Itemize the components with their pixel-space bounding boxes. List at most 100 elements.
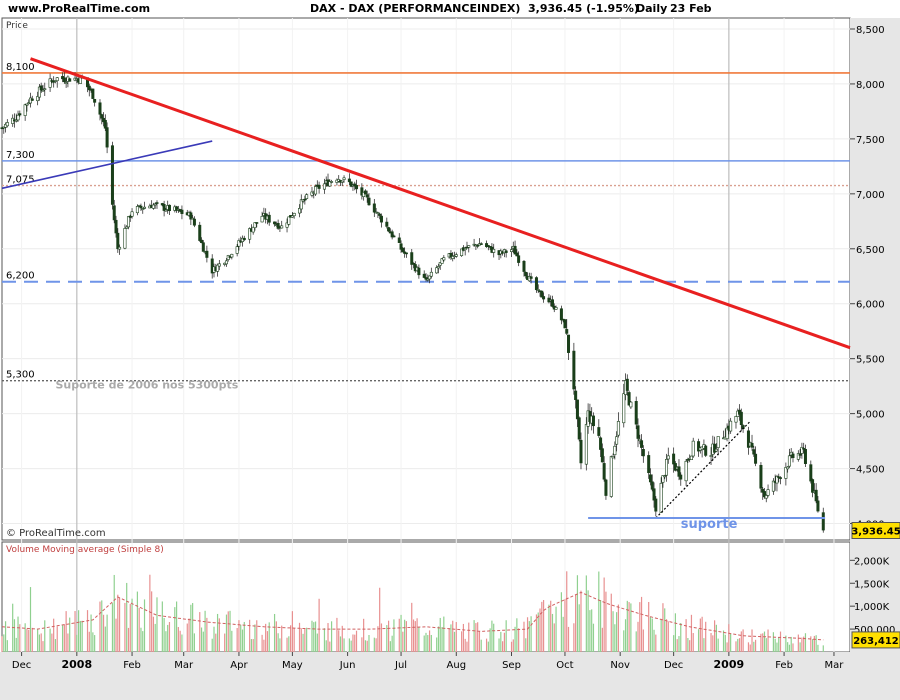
- candle-body: [689, 455, 693, 461]
- candle-body: [273, 221, 277, 225]
- candle-body: [64, 82, 68, 84]
- candle-body: [565, 329, 569, 334]
- candle-body: [762, 491, 766, 498]
- candle-body: [392, 235, 396, 238]
- candle-body: [276, 222, 280, 229]
- candle-body: [248, 228, 252, 240]
- x-tick-label: Jul: [394, 660, 407, 671]
- candle-body: [143, 206, 147, 209]
- candle-body: [175, 206, 179, 211]
- candle-body: [761, 488, 765, 493]
- level-label: 8,100: [6, 62, 35, 73]
- last-volume-badge: [851, 631, 900, 649]
- candle-body: [650, 481, 654, 490]
- candle-body: [217, 263, 221, 267]
- candle-body: [123, 228, 127, 249]
- candle-body: [55, 77, 59, 82]
- candle-body: [30, 98, 34, 101]
- price-tick-label: 4,500: [856, 465, 885, 476]
- candle-body: [349, 181, 353, 187]
- candle-body: [378, 213, 382, 216]
- candle-body: [347, 178, 351, 183]
- candle-body: [809, 464, 813, 482]
- candle-body: [672, 453, 676, 465]
- candle-body: [449, 252, 453, 258]
- candle-body: [729, 420, 733, 432]
- candle-body: [697, 441, 701, 452]
- x-tick-label: Sep: [502, 660, 521, 671]
- x-tick-label: Mar: [174, 660, 194, 671]
- period-label: Daily: [636, 2, 668, 15]
- candle-body: [641, 449, 645, 457]
- candle-body: [100, 114, 104, 119]
- candle-body: [287, 216, 291, 225]
- volume-tick-label: 1,500K: [854, 579, 890, 590]
- price-tick-label: 6,000: [856, 300, 885, 311]
- candle-body: [436, 266, 440, 269]
- candle-body: [746, 430, 750, 448]
- candle-body: [342, 177, 346, 180]
- candle-body: [365, 194, 369, 198]
- candle-body: [237, 240, 241, 247]
- volume-moving-average: [1, 591, 824, 641]
- candle-body: [410, 252, 414, 265]
- candle-body: [629, 401, 633, 408]
- candle-body: [579, 439, 583, 464]
- candle-body: [786, 466, 790, 470]
- level-label: 7,075: [6, 175, 35, 186]
- candle-body: [424, 277, 428, 280]
- volume-tick-label: 1,000K: [854, 602, 890, 613]
- candle-body: [522, 260, 526, 272]
- candle-body: [360, 187, 364, 196]
- candle-body: [298, 208, 302, 214]
- candle-body: [803, 448, 807, 464]
- candle-body: [363, 190, 367, 195]
- candle-body: [201, 242, 205, 252]
- candle-body: [599, 437, 603, 450]
- candle-body: [684, 460, 688, 482]
- candle-body: [128, 215, 132, 218]
- candle-body: [659, 482, 663, 513]
- candle-body: [25, 103, 29, 106]
- candle-body: [640, 440, 644, 448]
- annotation: suporte: [681, 517, 738, 532]
- candle-body: [141, 208, 145, 210]
- candle-body: [372, 203, 376, 213]
- candle-body: [677, 466, 681, 477]
- candle-body: [476, 244, 480, 247]
- x-tick-label: Dec: [664, 660, 683, 671]
- candle-body: [784, 467, 788, 479]
- candle-body: [116, 232, 120, 250]
- candle-body: [691, 440, 695, 457]
- candle-body: [200, 239, 204, 243]
- last-price-badge: [851, 521, 900, 539]
- site-name[interactable]: www.ProRealTime.com: [8, 2, 151, 15]
- candle-body: [110, 145, 114, 205]
- trendline-resistance: [30, 57, 851, 350]
- candle-body: [435, 267, 439, 274]
- candle-body: [23, 104, 27, 116]
- candle-body: [602, 463, 606, 480]
- candle-body: [597, 427, 601, 436]
- candle-body: [280, 225, 284, 229]
- candle-body: [798, 453, 802, 456]
- candle-body: [821, 512, 825, 531]
- x-tick-label: 2008: [62, 658, 93, 671]
- candle-body: [811, 479, 815, 493]
- candle-body: [438, 262, 442, 266]
- candle-body: [162, 204, 166, 211]
- candle-body: [636, 425, 640, 439]
- x-tick-label: Jun: [339, 660, 356, 671]
- candle-body: [752, 449, 756, 455]
- date-label: 23 Feb: [670, 2, 712, 15]
- candle-body: [451, 256, 455, 259]
- candle-body: [764, 495, 768, 499]
- candle-body: [513, 245, 517, 255]
- candle-body: [267, 214, 271, 223]
- candle-body: [399, 243, 403, 250]
- candle-body: [609, 456, 613, 497]
- candle-body: [604, 479, 608, 496]
- candle-body: [485, 243, 489, 248]
